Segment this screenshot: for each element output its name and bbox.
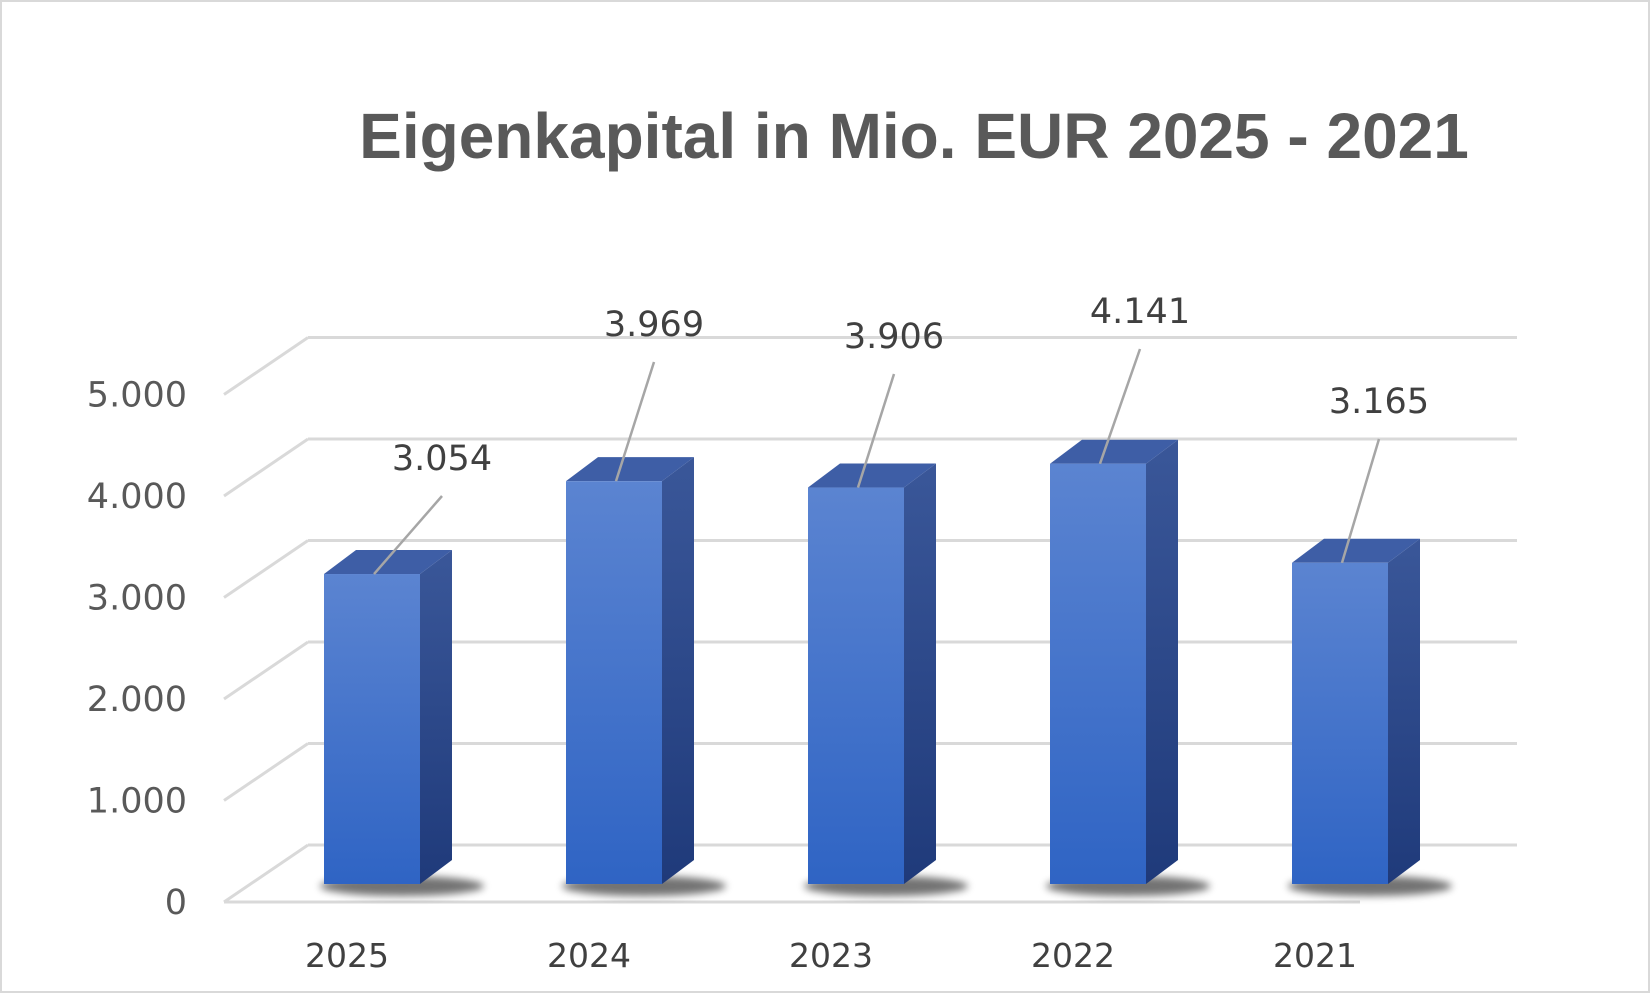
gridline-diagonal: [223, 843, 309, 904]
bar: [808, 487, 904, 884]
x-category-label: 2024: [547, 936, 631, 975]
gridline-diagonal: [223, 640, 309, 701]
bar-side: [1388, 538, 1420, 884]
data-label: 3.165: [1329, 382, 1429, 422]
data-label: 3.969: [604, 305, 704, 345]
gridline-diagonal: [223, 437, 309, 498]
bar-side: [904, 463, 936, 884]
y-tick-label: 1.000: [87, 782, 187, 822]
bar: [566, 481, 662, 884]
x-category-label: 2022: [1031, 936, 1115, 975]
gridline-diagonal: [223, 742, 309, 802]
x-category-label: 2025: [305, 936, 389, 975]
chart-title: Eigenkapital in Mio. EUR 2025 - 2021: [359, 100, 1469, 172]
leader-line: [614, 361, 656, 482]
data-label: 3.906: [844, 317, 944, 357]
bar-side: [1146, 439, 1178, 884]
bar-top: [808, 463, 936, 488]
bar-side: [420, 550, 452, 884]
bar-top: [1050, 439, 1178, 464]
data-label: 3.054: [392, 439, 492, 479]
leader-line: [373, 495, 443, 575]
x-category-label: 2023: [789, 936, 873, 975]
leader-line: [1098, 348, 1142, 465]
bar-side: [662, 457, 694, 884]
x-axis-category-labels: 2025 2024 2023 2022 2021: [305, 936, 1357, 975]
y-tick-label: 0: [165, 883, 187, 923]
bar-top: [566, 457, 694, 482]
y-tick-label: 5.000: [87, 376, 187, 416]
y-tick-label: 2.000: [87, 680, 187, 720]
y-tick-label: 4.000: [87, 477, 187, 517]
bar: [1292, 562, 1388, 884]
bar-top: [324, 550, 452, 575]
y-axis-tick-labels: 0 1.000 2.000 3.000 4.000 5.000: [87, 376, 187, 924]
bar-top: [1292, 538, 1420, 563]
leader-line: [856, 373, 896, 488]
data-label: 4.141: [1090, 292, 1190, 332]
y-tick-label: 3.000: [87, 579, 187, 619]
leader-line: [1340, 438, 1381, 564]
gridline-diagonal: [223, 336, 309, 396]
bar: [324, 574, 420, 884]
bar: [1050, 463, 1146, 884]
bars: [320, 439, 1452, 896]
x-category-label: 2021: [1273, 936, 1357, 975]
data-labels: 3.054 3.969 3.906 4.141 3.165: [373, 292, 1429, 575]
gridline-diagonal: [223, 539, 309, 599]
